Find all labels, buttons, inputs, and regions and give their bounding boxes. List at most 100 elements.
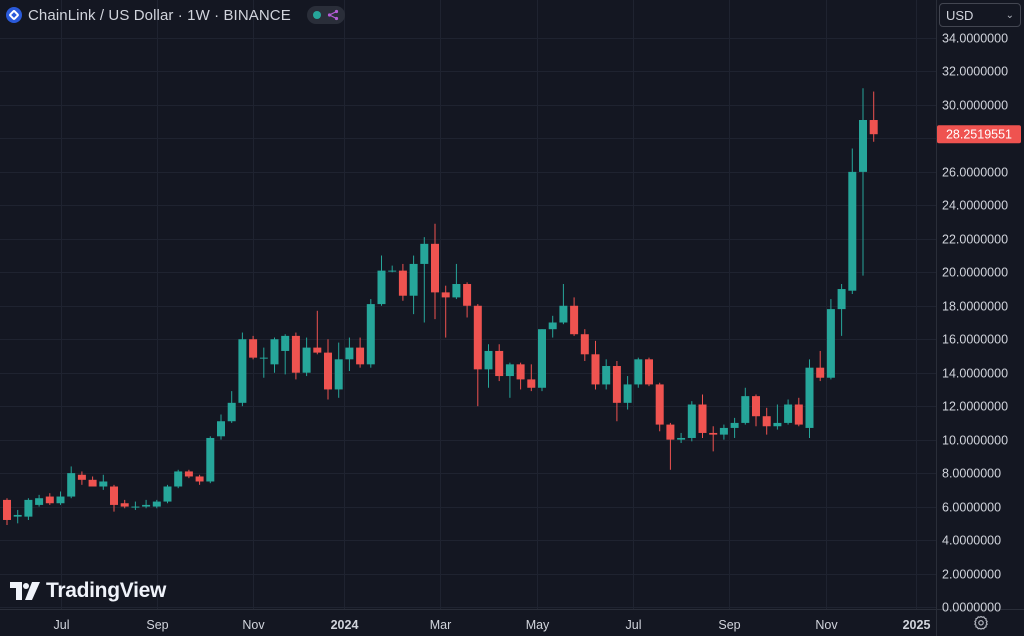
y-tick-label: 0.0000000 [942, 601, 1001, 615]
symbol-title[interactable]: ChainLink / US Dollar · 1W · BINANCE [28, 6, 291, 24]
settings-button[interactable] [970, 613, 992, 633]
candle [356, 337, 365, 368]
candle [516, 362, 525, 390]
candle [495, 344, 504, 382]
candle-body [655, 384, 664, 425]
candle [687, 401, 696, 442]
candle-body [195, 476, 204, 482]
candle [217, 414, 225, 440]
candle-body [826, 309, 835, 378]
candle-body [580, 334, 589, 355]
candle-body [217, 421, 225, 437]
candle [302, 337, 311, 377]
candle [77, 471, 86, 485]
candle-body [794, 404, 803, 425]
candle-body [698, 404, 707, 433]
candle-body [3, 499, 11, 520]
x-tick-label: Sep [146, 618, 168, 632]
market-status-pill[interactable] [306, 6, 345, 24]
y-tick-label: 24.0000000 [942, 199, 1008, 213]
x-tick-label: Mar [430, 618, 452, 632]
candle [249, 335, 258, 360]
x-tick-label: Jul [626, 618, 642, 632]
candle [741, 387, 750, 425]
candle-body [816, 367, 825, 378]
candle [677, 432, 686, 443]
candle-body [623, 384, 632, 403]
y-tick-label: 4.0000000 [942, 534, 1001, 548]
tradingview-watermark[interactable]: TradingView [10, 578, 166, 604]
candle [398, 263, 407, 301]
candle-body [334, 359, 343, 390]
x-tick-label: 2025 [903, 618, 931, 632]
candle [473, 304, 482, 407]
candle-body [859, 120, 867, 172]
candle-body [784, 404, 793, 423]
candle [484, 344, 493, 388]
candle [324, 339, 332, 400]
candle [591, 340, 600, 390]
candle [238, 332, 247, 407]
y-tick-label: 20.0000000 [942, 266, 1008, 280]
y-tick-label: 30.0000000 [942, 99, 1008, 113]
x-tick-label: Jul [54, 618, 70, 632]
candle [334, 342, 343, 398]
candle-body [463, 284, 472, 306]
candle-body [591, 354, 600, 385]
candle-body [184, 471, 193, 477]
candle-body [227, 402, 236, 422]
candle [24, 498, 33, 520]
candle [99, 474, 108, 490]
candle-body [45, 496, 54, 504]
candle [762, 407, 771, 435]
candle [816, 350, 825, 382]
candle-body [741, 396, 750, 423]
candle [570, 297, 579, 336]
candle [730, 417, 739, 438]
gear-icon [974, 615, 988, 630]
share-network-icon [327, 9, 338, 21]
candle [634, 357, 643, 388]
y-tick-label: 18.0000000 [942, 300, 1008, 314]
chart-legend-header: ChainLink / US Dollar · 1W · BINANCE [6, 4, 345, 26]
candle [826, 299, 835, 380]
candle [420, 237, 429, 323]
candle-body [730, 422, 739, 428]
y-tick-label: 2.0000000 [942, 568, 1001, 582]
candle-body [302, 347, 311, 373]
candle-body [174, 471, 183, 487]
candle [441, 285, 450, 338]
time-axis[interactable]: Jul Sep Nov 2024 Mar May Jul Sep Nov 2025 [54, 618, 931, 632]
candle-body [719, 427, 728, 435]
y-tick-label: 16.0000000 [942, 333, 1008, 347]
y-tick-label: 10.0000000 [942, 434, 1008, 448]
y-tick-label: 22.0000000 [942, 233, 1008, 247]
candle [120, 499, 129, 509]
candle [666, 422, 675, 470]
last-price-label-box [937, 125, 1021, 144]
candle [794, 397, 803, 427]
candle-body [281, 335, 290, 351]
candle [313, 310, 322, 355]
candle [580, 329, 589, 361]
candle-body [13, 514, 22, 517]
candle [88, 476, 97, 487]
tradingview-logo-icon [10, 582, 40, 600]
candle-body [516, 364, 525, 380]
candle [259, 347, 268, 378]
candle [281, 334, 290, 375]
price-axis[interactable]: 0.0000000 2.0000000 4.0000000 6.0000000 8.00… [942, 32, 1008, 615]
candle [645, 357, 653, 387]
candle-body [837, 289, 846, 310]
y-tick-label: 26.0000000 [942, 166, 1008, 180]
candle-body [142, 504, 151, 507]
candle-body [538, 329, 546, 388]
currency-select[interactable]: USD ⌄ [939, 3, 1021, 27]
candle-body [356, 347, 365, 365]
candle-body [345, 347, 354, 360]
candle [505, 362, 514, 398]
candle-body [35, 498, 44, 505]
candlestick-series [3, 88, 878, 525]
y-tick-label: 34.0000000 [942, 32, 1008, 46]
